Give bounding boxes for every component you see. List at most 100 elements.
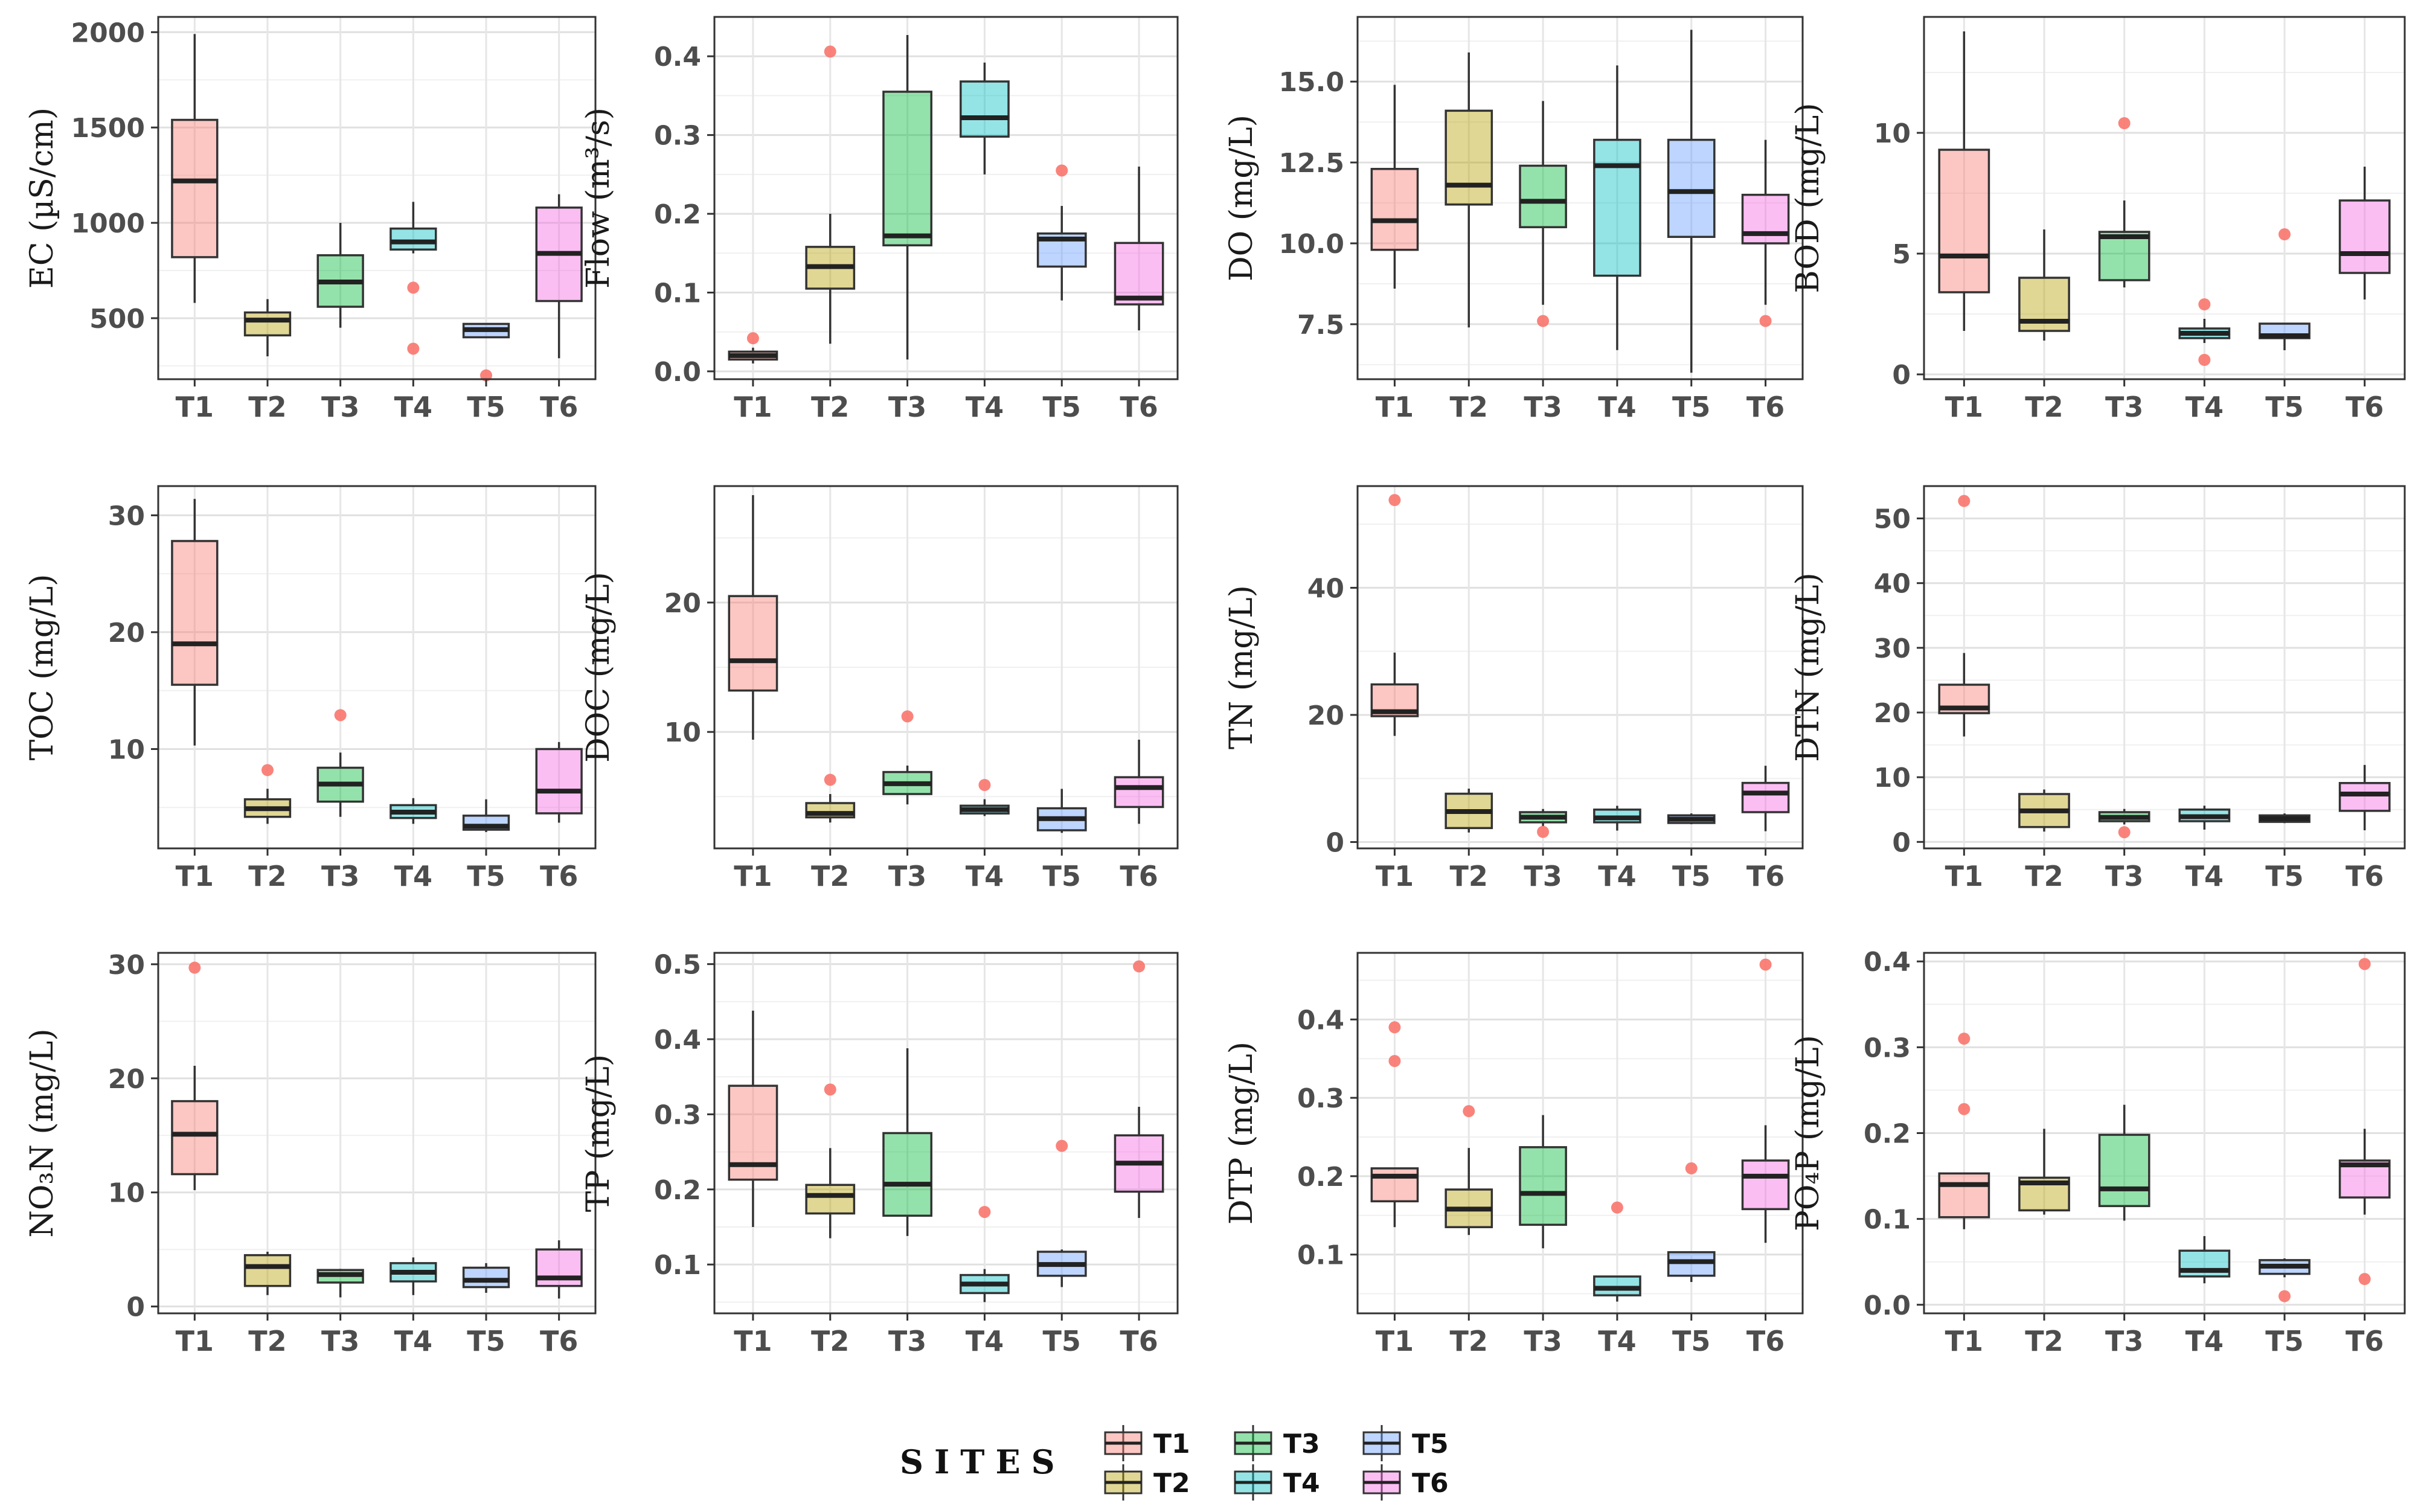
y-tick-label: 0.2 — [654, 1175, 701, 1206]
box-t1 — [728, 495, 778, 740]
box-body — [1114, 776, 1164, 809]
box-t3 — [316, 223, 364, 328]
panel-border — [1923, 485, 2406, 850]
x-tick-label: T1 — [1376, 860, 1414, 892]
panel-dtp: 0.1 0.2 0.3 0.4 T1 T2 T3 T4 T5 T6 DTP (mg/L) — [1223, 952, 1804, 1357]
box-t1 — [728, 1010, 778, 1227]
x-tick-label: T1 — [734, 860, 772, 892]
box-t2 — [1445, 1105, 1493, 1235]
outlier-point — [1056, 164, 1068, 177]
outlier-point — [746, 332, 759, 345]
x-tick-label: T3 — [2105, 391, 2143, 423]
outlier-point — [407, 342, 420, 355]
box-t3 — [882, 710, 932, 805]
box-body — [2338, 782, 2391, 812]
box-t5 — [2259, 813, 2311, 824]
box-t6 — [2338, 958, 2391, 1286]
y-tick-label: 0.4 — [1864, 947, 1911, 978]
x-tick-label: T2 — [248, 1325, 286, 1357]
y-tick-label: 0 — [1892, 827, 1911, 858]
box-t6 — [1741, 766, 1790, 831]
x-tick-label: T6 — [2346, 860, 2384, 892]
box-t1 — [171, 499, 219, 746]
box-t2 — [2018, 1129, 2070, 1215]
y-tick-label: 0.1 — [1297, 1240, 1344, 1271]
box-body — [1741, 781, 1790, 813]
box-t3 — [316, 1269, 364, 1298]
x-tick-label: T5 — [2265, 391, 2303, 423]
x-tick-label: T3 — [888, 1325, 926, 1357]
x-tick-label: T5 — [1043, 1325, 1081, 1357]
outlier-point — [901, 710, 914, 723]
box-t1 — [1938, 1033, 1990, 1229]
box-t5 — [1036, 789, 1087, 833]
x-tick-label: T6 — [1120, 860, 1158, 892]
box-t1 — [1938, 495, 1990, 737]
y-tick-label: 0.0 — [654, 357, 701, 388]
x-tick-label: T4 — [1598, 860, 1636, 892]
box-body — [243, 1254, 292, 1287]
y-axis-label: DTP (mg/L) — [1223, 1042, 1260, 1225]
box-t6 — [2338, 764, 2391, 830]
legend-label: T3 — [1283, 1429, 1320, 1459]
x-tick-label: T2 — [1450, 1325, 1488, 1357]
y-tick-label: 0.3 — [1864, 1033, 1911, 1063]
outlier-point — [1759, 315, 1772, 327]
box-t3 — [2098, 117, 2150, 287]
x-tick-label: T6 — [1120, 1325, 1158, 1357]
plot-background — [1924, 17, 2405, 379]
box-t2 — [1445, 52, 1493, 328]
y-tick-label: 2000 — [71, 18, 145, 48]
x-tick-label: T4 — [1598, 391, 1636, 423]
y-tick-label: 30 — [108, 501, 145, 531]
x-tick-label: T6 — [1120, 391, 1158, 423]
x-tick-label: T3 — [888, 860, 926, 892]
plot-background — [1358, 486, 1803, 848]
x-tick-label: T5 — [467, 391, 505, 423]
box-t5 — [1667, 30, 1716, 373]
box-t4 — [390, 1257, 437, 1295]
y-axis-label: Flow (m³/s) — [580, 107, 617, 289]
y-tick-label: 0 — [1326, 827, 1344, 858]
legend-item-t1: T1 — [1104, 1425, 1190, 1461]
y-axis-label: DTN (mg/L) — [1790, 572, 1826, 762]
y-tick-label: 15.0 — [1278, 67, 1344, 98]
x-tick-label: T2 — [1450, 860, 1488, 892]
panel-dtn: 0 10 20 30 40 50 T1 T2 T3 T4 T5 T6 DTN (mg/L) — [1790, 485, 2406, 892]
box-t2 — [2018, 229, 2070, 341]
box-t5 — [462, 799, 510, 832]
box-body — [171, 1100, 219, 1176]
y-tick-label: 7.5 — [1297, 310, 1344, 341]
outlier-point — [1958, 1033, 1971, 1045]
x-tick-label: T2 — [2025, 860, 2063, 892]
x-tick-label: T6 — [540, 391, 578, 423]
panel-border — [713, 952, 1179, 1315]
plot-background — [1924, 486, 2405, 848]
x-tick-label: T4 — [2186, 391, 2224, 423]
box-body — [1593, 138, 1641, 277]
x-tick-label: T1 — [176, 1325, 214, 1357]
panel-border — [157, 485, 597, 850]
box-t3 — [316, 709, 364, 817]
y-tick-label: 0.1 — [654, 1250, 701, 1281]
box-t5 — [1667, 813, 1716, 824]
box-t4 — [1593, 65, 1641, 350]
outlier-point — [2198, 354, 2211, 366]
x-tick-label: T1 — [1376, 391, 1414, 423]
box-t6 — [2338, 167, 2391, 300]
y-tick-label: 0.3 — [1297, 1083, 1344, 1114]
box-body — [1445, 109, 1493, 206]
x-tick-label: T2 — [811, 391, 849, 423]
box-t6 — [535, 742, 583, 823]
box-body — [243, 311, 292, 337]
outlier-point — [407, 281, 420, 294]
box-body — [882, 91, 932, 247]
x-tick-label: T3 — [321, 860, 359, 892]
outlier-point — [2118, 117, 2131, 129]
outlier-point — [978, 1206, 991, 1219]
legend-title: SITES — [900, 1443, 1066, 1481]
box-t4 — [2178, 806, 2231, 830]
x-tick-label: T3 — [2105, 860, 2143, 892]
box-body — [171, 118, 219, 258]
